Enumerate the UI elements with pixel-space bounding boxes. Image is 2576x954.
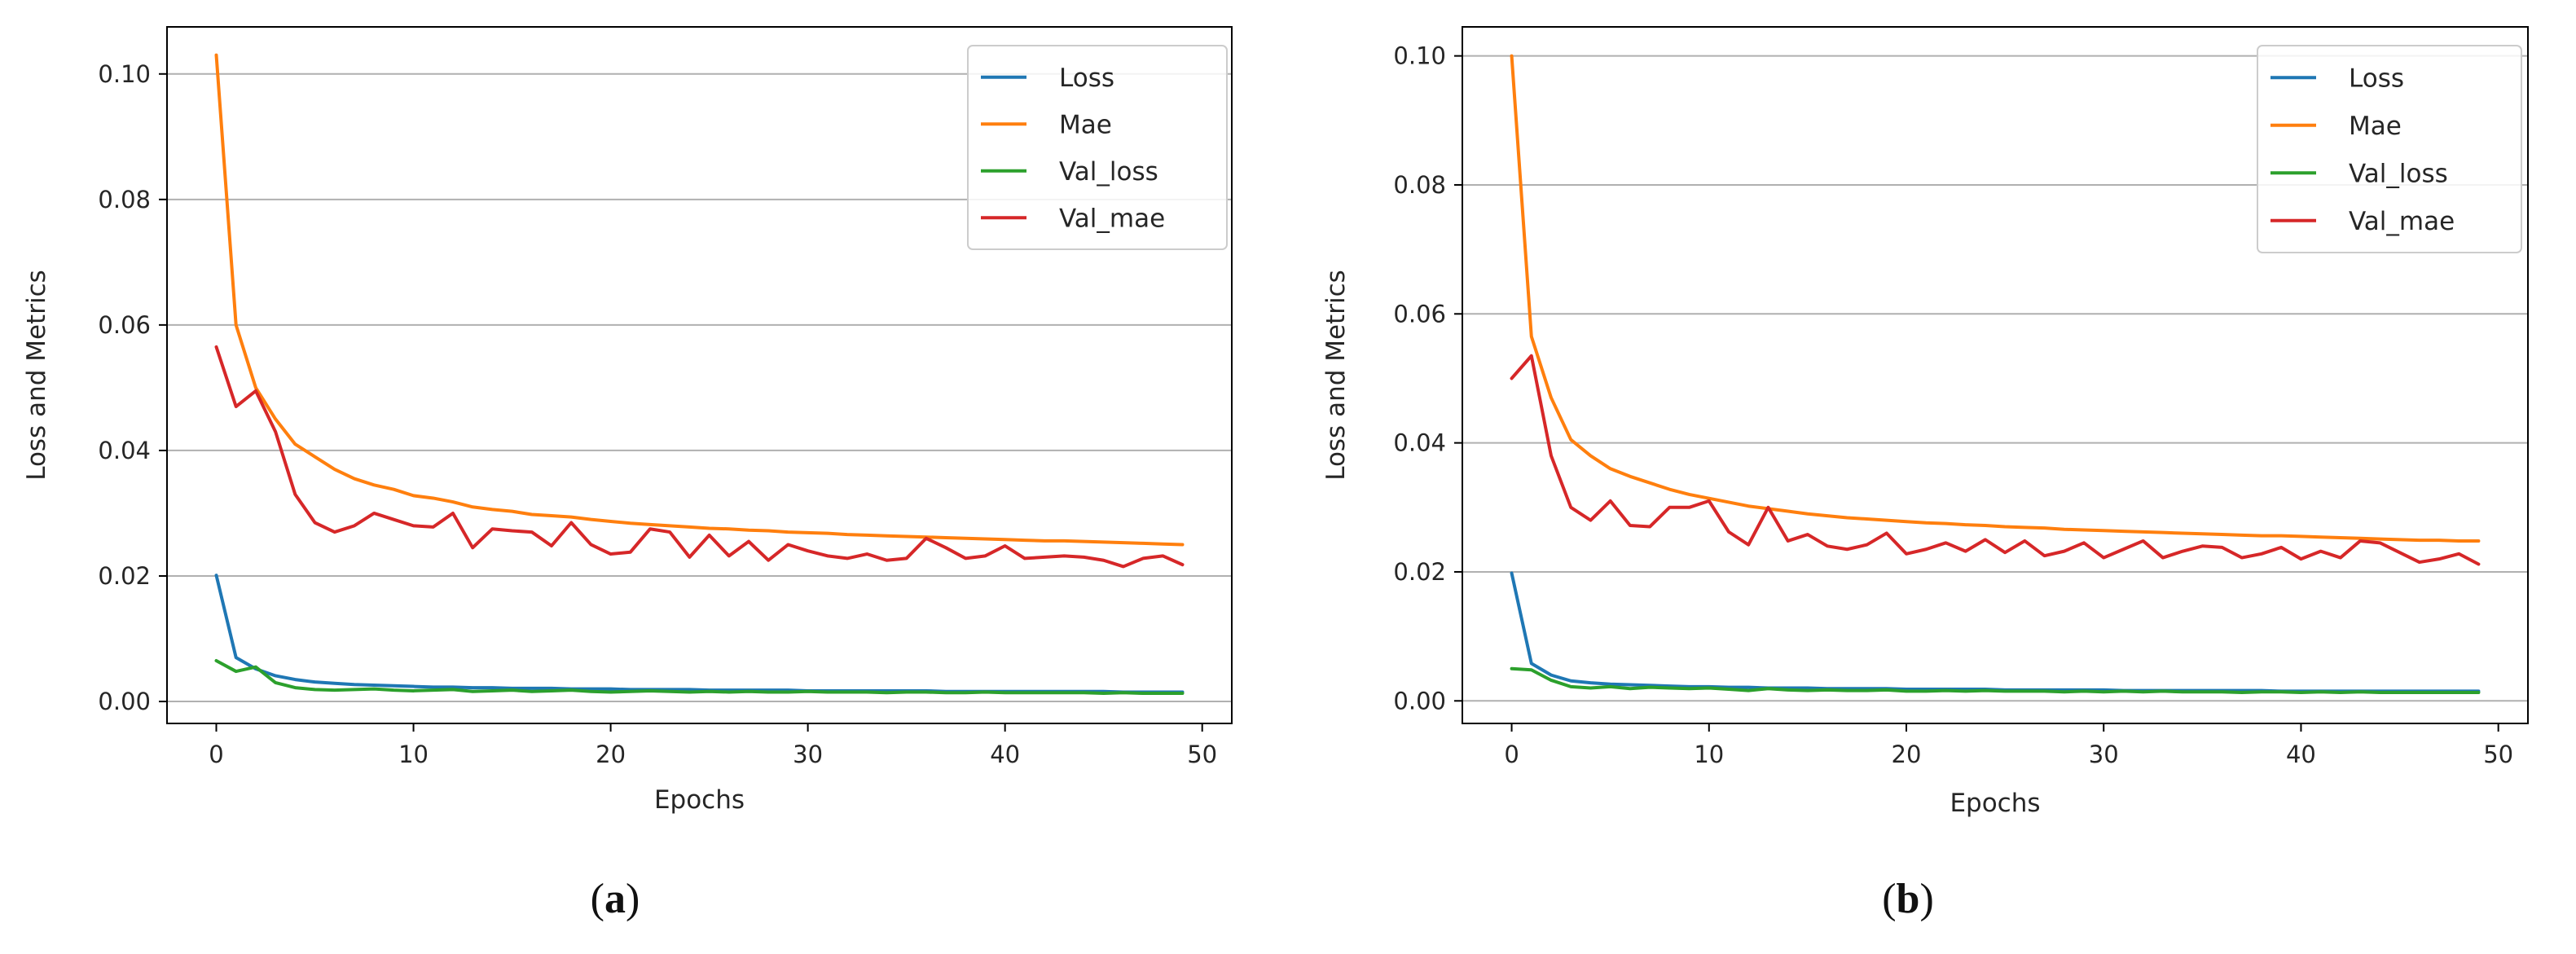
x-tick-label: 20 <box>1892 741 1922 768</box>
y-tick-label: 0.08 <box>1393 171 1446 199</box>
series-line-val-loss <box>214 658 1185 696</box>
y-tick-label: 0.10 <box>1393 42 1446 70</box>
legend-box <box>2257 45 2522 253</box>
plot-frame <box>1462 26 2529 724</box>
plot-frame <box>166 26 1233 724</box>
y-tick-label: 0.02 <box>1393 558 1446 586</box>
y-tick-label: 0.04 <box>1393 429 1446 457</box>
x-tick-label: 20 <box>596 741 626 768</box>
panel-caption: (b) <box>1882 876 1934 922</box>
y-axis-title: Loss and Metrics <box>22 270 51 481</box>
series-line-mae <box>214 53 1185 547</box>
caption-open-paren: ( <box>1882 876 1896 922</box>
x-tick-label: 0 <box>1504 741 1519 768</box>
legend: Loss Mae Val_loss Val_mae <box>2257 45 2522 253</box>
caption-letter: b <box>1897 876 1920 922</box>
y-tick-label: 0.00 <box>1393 687 1446 714</box>
y-tick-label: 0.04 <box>98 437 151 464</box>
legend-label: Mae <box>1059 110 1112 139</box>
x-tick-label: 40 <box>2286 741 2316 768</box>
series-line-val-mae <box>1510 354 2481 566</box>
series-line-loss <box>214 574 1185 694</box>
x-tick-label: 40 <box>990 741 1020 768</box>
x-tick-label: 10 <box>1694 741 1724 768</box>
x-tick-label: 50 <box>1187 741 1217 768</box>
y-tick-label: 0.08 <box>98 186 151 213</box>
legend-label: Val_loss <box>1059 157 1158 187</box>
legend-label: Loss <box>1059 64 1114 93</box>
caption-close-paren: ) <box>1919 876 1933 922</box>
x-tick-label: 50 <box>2483 741 2513 768</box>
panel-caption: (a) <box>591 876 640 922</box>
x-tick-label: 30 <box>793 741 823 768</box>
legend-label: Val_loss <box>2349 159 2448 188</box>
series-line-loss <box>1510 571 2481 693</box>
x-tick-label: 10 <box>398 741 429 768</box>
y-tick-label: 0.06 <box>1393 300 1446 328</box>
y-axis-title: Loss and Metrics <box>1321 270 1351 481</box>
legend-box <box>967 45 1228 250</box>
x-axis-title: Epochs <box>1950 789 2040 818</box>
series-line-val-mae <box>214 345 1185 569</box>
chart-panel-a: 0 10 20 30 40 50 0.00 0.02 0.04 0.06 0.08 0.10 Epoch… <box>22 26 1233 922</box>
x-tick-label: 0 <box>209 741 223 768</box>
legend-label: Loss <box>2349 64 2404 93</box>
x-tick-label: 30 <box>2089 741 2119 768</box>
y-tick-label: 0.10 <box>98 60 151 88</box>
caption-open-paren: ( <box>591 876 604 922</box>
y-tick-label: 0.00 <box>98 688 151 715</box>
chart-panel-b: 0 10 20 30 40 50 0.00 0.02 0.04 0.06 0.08 0.10 Epoch… <box>1321 26 2529 922</box>
caption-letter: a <box>604 876 626 922</box>
legend-label: Val_mae <box>1059 204 1165 233</box>
series-line-mae <box>1510 54 2481 543</box>
caption-close-paren: ) <box>626 876 640 922</box>
series-line-val-loss <box>1510 666 2481 694</box>
legend-label: Mae <box>2349 112 2402 141</box>
legend-label: Val_mae <box>2349 207 2455 236</box>
legend: Loss Mae Val_loss Val_mae <box>967 45 1228 250</box>
y-tick-label: 0.06 <box>98 311 151 339</box>
y-tick-label: 0.02 <box>98 562 151 590</box>
x-axis-title: Epochs <box>654 785 745 815</box>
